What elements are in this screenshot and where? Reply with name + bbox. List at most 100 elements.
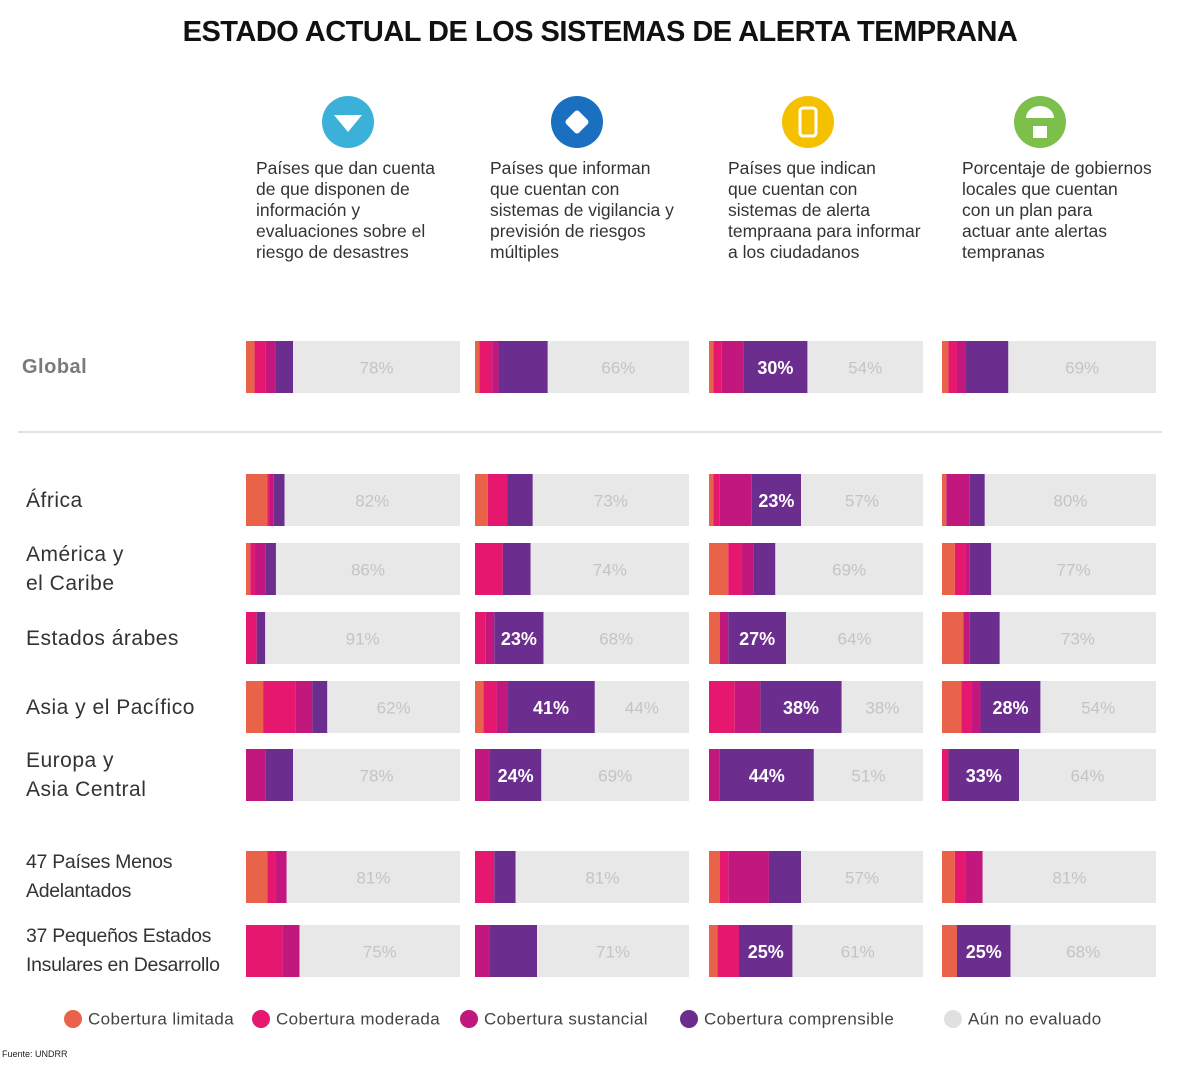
legend-marker <box>680 1010 698 1028</box>
icon-glyph <box>798 106 818 138</box>
bar-segment <box>969 474 985 526</box>
bar-segment <box>841 681 923 733</box>
bar-segment <box>721 341 744 393</box>
bar-segment <box>312 681 328 733</box>
bar-segment <box>485 612 495 664</box>
value-label: 27% <box>739 629 775 649</box>
bar-segment <box>728 612 787 664</box>
legend-marker <box>252 1010 270 1028</box>
bar-segment <box>267 474 270 526</box>
bar-segment <box>1008 341 1156 393</box>
bar-segment <box>709 749 720 801</box>
bar-segment <box>969 612 1000 664</box>
value-label: 24% <box>498 766 534 786</box>
bar-segment <box>942 749 949 801</box>
bar-segment <box>515 851 689 903</box>
category-label: 47 Países Menos Adelantados <box>26 851 173 902</box>
bar-segment <box>254 341 266 393</box>
bar-segment <box>775 543 923 595</box>
bar-segment <box>475 749 490 801</box>
category-label: Estados árabes <box>26 626 179 650</box>
bar-segment <box>492 341 499 393</box>
bar-segment <box>801 474 923 526</box>
bar-segment <box>786 612 923 664</box>
legend-label: Cobertura comprensible <box>704 1009 894 1028</box>
bar-segment <box>293 749 460 801</box>
bar-segment <box>507 681 595 733</box>
value-label: 81% <box>1052 868 1086 887</box>
bar-segment <box>475 612 486 664</box>
bar-segment <box>751 474 802 526</box>
bar-segment <box>807 341 923 393</box>
bar-segment <box>532 474 689 526</box>
value-label: 69% <box>832 560 866 579</box>
bar-segment <box>948 341 957 393</box>
bar-segment <box>965 341 1009 393</box>
bar-segment <box>999 612 1156 664</box>
value-label: 68% <box>599 629 633 648</box>
value-label: 23% <box>758 491 794 511</box>
bar-segment <box>719 474 752 526</box>
bar-segment <box>246 925 283 977</box>
bar-segment <box>494 851 516 903</box>
bar-segment <box>269 474 274 526</box>
value-label: 54% <box>848 358 882 377</box>
bar-segment <box>246 681 264 733</box>
panel-description: Porcentaje de gobiernos locales que cuen… <box>962 158 1152 262</box>
bar-segment <box>709 474 714 526</box>
value-label: 69% <box>1065 358 1099 377</box>
bar-segment <box>734 681 761 733</box>
bar-segment <box>942 681 962 733</box>
icon-glyph <box>334 115 362 132</box>
value-label: 23% <box>501 629 537 649</box>
bar-segment <box>1019 749 1156 801</box>
bar-segment <box>489 749 542 801</box>
bar-segment <box>709 341 714 393</box>
bar-segment <box>954 851 966 903</box>
bar-segment <box>246 851 268 903</box>
value-label: 78% <box>360 358 394 377</box>
bar-segment <box>741 543 754 595</box>
bar-segment <box>942 612 964 664</box>
bar-segment <box>961 681 972 733</box>
bar-segment <box>475 681 484 733</box>
bar-segment <box>709 612 720 664</box>
value-label: 30% <box>757 358 793 378</box>
bar-segment <box>942 474 947 526</box>
bar-segment <box>282 925 300 977</box>
category-label: África <box>26 488 83 512</box>
icon-glyph <box>1026 106 1054 138</box>
bar-segment <box>728 543 742 595</box>
bar-segment <box>246 543 251 595</box>
value-label: 44% <box>625 698 659 717</box>
icon-glyph <box>565 110 589 134</box>
value-label: 86% <box>351 560 385 579</box>
value-label: 54% <box>1081 698 1115 717</box>
legend-marker <box>944 1010 962 1028</box>
bar-segment <box>275 543 460 595</box>
value-label: 74% <box>593 560 627 579</box>
bar-segment <box>956 341 966 393</box>
bar-segment <box>743 341 808 393</box>
bar-segment <box>256 612 266 664</box>
icon <box>782 96 834 148</box>
bar-segment <box>299 925 460 977</box>
bar-segment <box>801 851 923 903</box>
bar-segment <box>728 851 769 903</box>
category-label: Asia y el Pacífico <box>26 695 195 719</box>
bar-segment <box>250 543 255 595</box>
bar-segment <box>286 851 460 903</box>
bar-segment <box>246 749 266 801</box>
bar-segment <box>792 925 923 977</box>
value-label: 41% <box>533 698 569 718</box>
bar-segment <box>530 543 689 595</box>
bar-segment <box>948 749 1020 801</box>
bar-segment <box>543 612 689 664</box>
bar-segment <box>942 851 955 903</box>
bar-segment <box>475 543 503 595</box>
bar-segment <box>246 612 257 664</box>
value-label: 33% <box>966 766 1002 786</box>
value-label: 25% <box>966 942 1002 962</box>
